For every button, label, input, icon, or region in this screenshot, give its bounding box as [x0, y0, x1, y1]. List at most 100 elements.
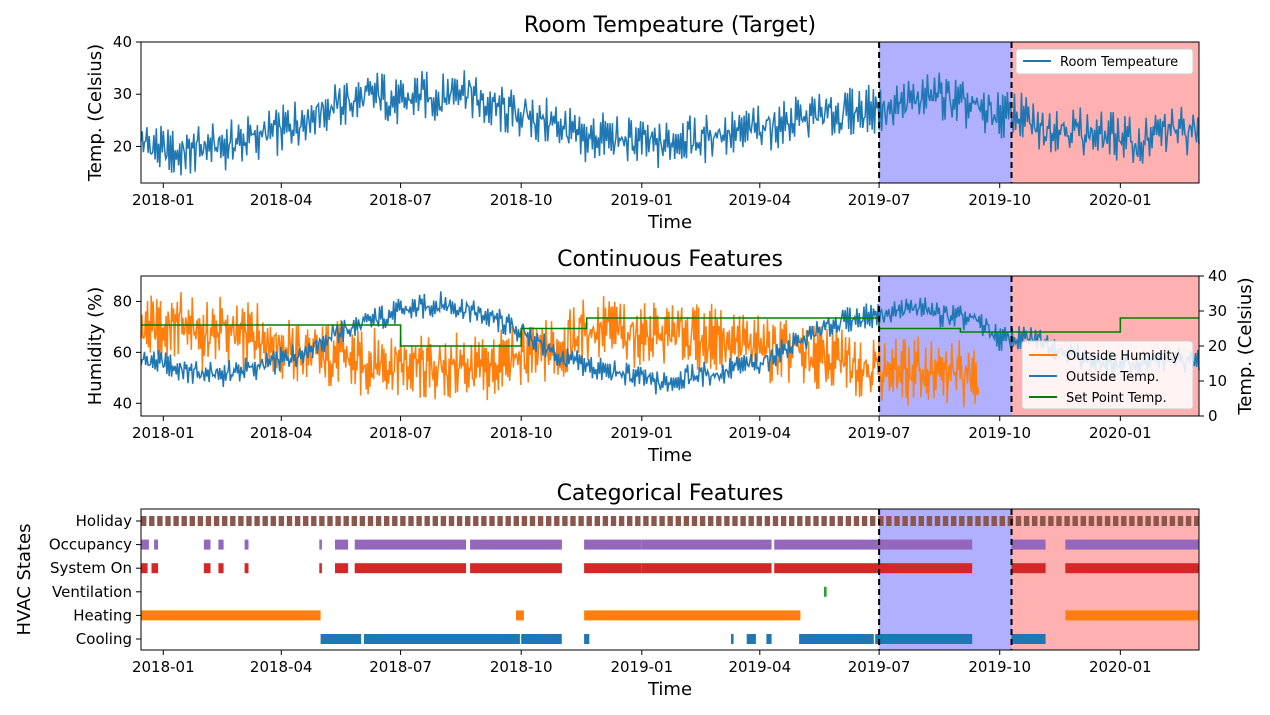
state-bar-holiday	[627, 516, 633, 526]
state-bar-holiday	[392, 516, 398, 526]
state-bar-holiday	[667, 516, 673, 526]
state-bar-occupancy	[584, 539, 642, 550]
state-bar-holiday	[1169, 516, 1176, 526]
state-label: Holiday	[76, 512, 133, 530]
state-bar-holiday	[440, 516, 447, 526]
y-right-tick-label: 20	[1208, 337, 1227, 355]
state-bar-holiday	[942, 516, 949, 526]
state-bar-holiday	[594, 516, 600, 526]
state-bar-holiday	[894, 516, 900, 526]
state-bar-holiday	[1129, 516, 1135, 526]
state-bar-holiday	[651, 516, 657, 526]
y-axis-label-right: Temp. (Celsius)	[1235, 277, 1256, 415]
state-bar-cooling	[320, 634, 362, 644]
state-bar-system-on	[584, 563, 642, 574]
x-tick-label: 2018-04	[250, 424, 313, 442]
x-tick-label: 2019-07	[848, 191, 911, 209]
state-bar-occupancy	[470, 539, 562, 550]
state-bar-holiday	[367, 516, 374, 526]
plot-frame	[140, 41, 1200, 184]
state-bar-occupancy	[244, 539, 249, 550]
state-bar-holiday	[529, 516, 536, 526]
x-tick-label: 2018-04	[250, 658, 313, 676]
state-bar-holiday	[1007, 516, 1014, 526]
x-tick-label: 2019-10	[968, 424, 1031, 442]
state-bar-holiday	[610, 516, 617, 526]
x-tick-label: 2019-10	[968, 658, 1031, 676]
state-bar-holiday	[205, 516, 212, 526]
state-bar-holiday	[1080, 516, 1086, 526]
y-tick-label: 40	[113, 394, 132, 412]
state-bar-holiday	[173, 516, 179, 526]
state-bar-occupancy	[354, 539, 467, 550]
state-bar-holiday	[918, 516, 924, 526]
x-tick-label: 2019-07	[848, 424, 911, 442]
state-bar-holiday	[262, 516, 268, 526]
state-bar-holiday	[416, 516, 422, 526]
state-bar-holiday	[1088, 516, 1095, 526]
state-bar-holiday	[1015, 516, 1022, 526]
state-bar-occupancy	[154, 539, 158, 550]
state-bar-holiday	[926, 516, 933, 526]
x-axis-label: Time	[647, 679, 692, 700]
state-label: Heating	[73, 606, 132, 624]
state-bar-holiday	[270, 516, 276, 526]
state-bar-holiday	[1096, 516, 1103, 526]
state-bar-system-on	[354, 563, 467, 574]
state-bar-holiday	[878, 516, 884, 526]
chart-title: Room Tempeature (Target)	[524, 13, 816, 38]
state-label: Ventilation	[52, 583, 132, 601]
state-bar-holiday	[886, 516, 892, 526]
x-tick-label: 2018-10	[490, 658, 553, 676]
state-bar-holiday	[1040, 516, 1046, 526]
state-bar-holiday	[975, 516, 981, 526]
state-bar-holiday	[870, 516, 876, 526]
state-bar-system-on	[774, 563, 973, 574]
state-bar-system-on	[470, 563, 562, 574]
state-bar-holiday	[967, 516, 973, 526]
state-bar-holiday	[1104, 516, 1111, 526]
x-tick-label: 2020-01	[1089, 191, 1152, 209]
state-bar-system-on	[319, 563, 322, 574]
state-bar-holiday	[465, 516, 471, 526]
state-bar-heating	[584, 610, 801, 621]
x-tick-label: 2018-10	[490, 424, 553, 442]
legend: Room Tempeature	[1015, 48, 1194, 75]
state-bar-holiday	[1072, 516, 1078, 526]
state-bar-ventilation	[824, 586, 827, 597]
state-bar-holiday	[1161, 516, 1167, 526]
state-bar-holiday	[1113, 516, 1119, 526]
state-bar-holiday	[959, 516, 965, 526]
state-bar-occupancy	[203, 539, 211, 550]
state-bar-holiday	[675, 516, 681, 526]
state-bar-holiday	[222, 516, 228, 526]
x-tick-label: 2020-01	[1089, 658, 1152, 676]
state-bar-holiday	[489, 516, 495, 526]
y-axis-label: Humidity (%)	[85, 287, 106, 406]
legend-label-room-temperature: Room Tempeature	[1060, 55, 1178, 70]
legend: Outside Humidity Outside Temp. Set Point T…	[1021, 340, 1194, 410]
state-bar-holiday	[829, 516, 835, 526]
state-bar-holiday	[991, 516, 997, 526]
state-bar-holiday	[157, 516, 163, 526]
state-bar-holiday	[546, 516, 552, 526]
state-bar-holiday	[554, 516, 560, 526]
state-bar-holiday	[294, 516, 301, 526]
state-bar-holiday	[845, 516, 852, 526]
state-bar-cooling	[799, 634, 874, 644]
y-tick-label: 80	[113, 292, 132, 310]
state-bar-holiday	[1185, 516, 1192, 526]
x-tick-label: 2018-01	[132, 191, 195, 209]
room-temperature-chart: 2018-01 2018-04 2018-07 2018-10 2019-01 2019-…	[85, 13, 1200, 233]
state-bar-holiday	[724, 516, 730, 526]
state-bar-system-on	[203, 563, 211, 574]
state-bar-holiday	[837, 516, 843, 526]
state-bar-holiday	[473, 516, 479, 526]
legend-label: Outside Temp.	[1066, 370, 1159, 385]
y-axis-label: Temp. (Celsius)	[85, 44, 106, 182]
y-tick-label: 40	[113, 33, 132, 51]
state-bar-holiday	[327, 516, 333, 526]
state-bar-holiday	[740, 516, 746, 526]
state-bar-cooling	[521, 634, 562, 644]
